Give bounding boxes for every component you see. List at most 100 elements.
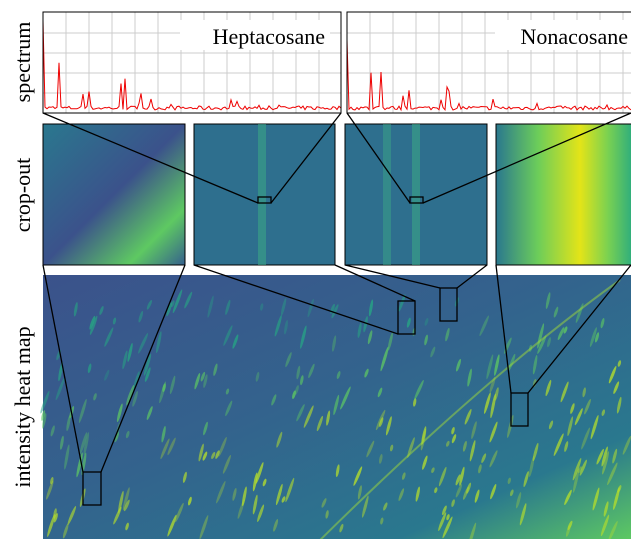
streak bbox=[104, 369, 110, 381]
connector bbox=[270, 112, 342, 204]
row-label: crop-out bbox=[10, 158, 35, 233]
streak bbox=[398, 294, 406, 312]
streak bbox=[138, 310, 144, 323]
streak bbox=[366, 440, 375, 458]
streak bbox=[182, 471, 187, 483]
heat-streaks bbox=[40, 279, 631, 539]
streak bbox=[194, 373, 201, 390]
streak bbox=[296, 404, 305, 422]
streak bbox=[143, 353, 152, 376]
streak bbox=[41, 410, 46, 421]
streak bbox=[613, 381, 620, 395]
streak bbox=[553, 433, 564, 457]
streak bbox=[59, 435, 64, 450]
streak bbox=[303, 405, 314, 428]
streak bbox=[138, 332, 149, 354]
streak bbox=[47, 514, 56, 537]
streak bbox=[225, 400, 233, 417]
streak bbox=[280, 298, 287, 316]
streak bbox=[274, 315, 282, 337]
streak bbox=[331, 304, 339, 319]
streak bbox=[166, 302, 173, 317]
streak bbox=[300, 325, 307, 349]
streak bbox=[387, 332, 393, 351]
streak bbox=[490, 483, 497, 500]
streak bbox=[79, 432, 88, 455]
streak bbox=[361, 495, 369, 518]
streak bbox=[198, 443, 204, 462]
streak bbox=[285, 352, 292, 368]
streak bbox=[357, 485, 362, 500]
streak bbox=[582, 387, 586, 398]
label-bg bbox=[180, 20, 330, 50]
streak bbox=[213, 363, 218, 376]
streak bbox=[567, 416, 574, 437]
streak bbox=[46, 480, 54, 500]
streak bbox=[438, 466, 447, 487]
connector bbox=[495, 264, 512, 394]
streak bbox=[336, 370, 341, 380]
streak bbox=[564, 441, 569, 452]
streak bbox=[241, 486, 247, 507]
streak bbox=[175, 502, 184, 523]
zoom-box bbox=[409, 196, 424, 204]
streak bbox=[424, 334, 428, 346]
streak bbox=[507, 477, 511, 485]
streak bbox=[123, 499, 130, 512]
streak bbox=[446, 440, 450, 447]
streak bbox=[532, 355, 538, 375]
streak bbox=[455, 484, 463, 498]
streak bbox=[548, 420, 554, 430]
streak bbox=[545, 292, 551, 309]
streak bbox=[422, 455, 428, 470]
streak bbox=[474, 489, 480, 503]
streak bbox=[446, 514, 450, 521]
streak bbox=[215, 450, 220, 459]
streak bbox=[207, 295, 214, 318]
zoom-box bbox=[397, 300, 416, 335]
streak bbox=[438, 512, 447, 531]
streak bbox=[581, 427, 591, 450]
streak bbox=[321, 498, 327, 508]
streak bbox=[260, 303, 264, 311]
connector bbox=[346, 112, 411, 204]
spectrum-label: Heptacosane bbox=[213, 24, 325, 49]
streak bbox=[537, 335, 547, 354]
streak bbox=[255, 371, 260, 382]
streak bbox=[455, 474, 461, 486]
streak bbox=[379, 417, 384, 427]
streak bbox=[284, 320, 288, 335]
streak bbox=[332, 335, 337, 352]
streak bbox=[222, 455, 231, 474]
streak bbox=[608, 520, 618, 539]
streak bbox=[486, 354, 494, 380]
streak bbox=[133, 371, 140, 391]
streak bbox=[275, 483, 283, 506]
streak bbox=[64, 444, 70, 470]
streak bbox=[385, 416, 392, 436]
streak bbox=[364, 368, 369, 378]
streak bbox=[398, 488, 405, 501]
streak bbox=[146, 406, 153, 420]
streak bbox=[116, 403, 123, 423]
streak bbox=[273, 519, 279, 532]
streak bbox=[162, 383, 166, 393]
streak bbox=[292, 390, 296, 400]
connector bbox=[42, 264, 84, 473]
streak bbox=[577, 466, 583, 474]
streak bbox=[144, 367, 151, 382]
streak bbox=[225, 299, 231, 315]
streak bbox=[402, 472, 406, 480]
streak bbox=[545, 379, 552, 397]
connector bbox=[193, 264, 399, 335]
streak bbox=[200, 371, 206, 382]
streak bbox=[507, 414, 514, 438]
streak bbox=[316, 415, 324, 432]
streak bbox=[607, 462, 618, 486]
streak bbox=[156, 331, 162, 354]
streak bbox=[579, 459, 587, 476]
connector bbox=[42, 112, 259, 204]
streak bbox=[600, 317, 605, 329]
streak bbox=[83, 432, 89, 456]
streak bbox=[218, 436, 227, 457]
